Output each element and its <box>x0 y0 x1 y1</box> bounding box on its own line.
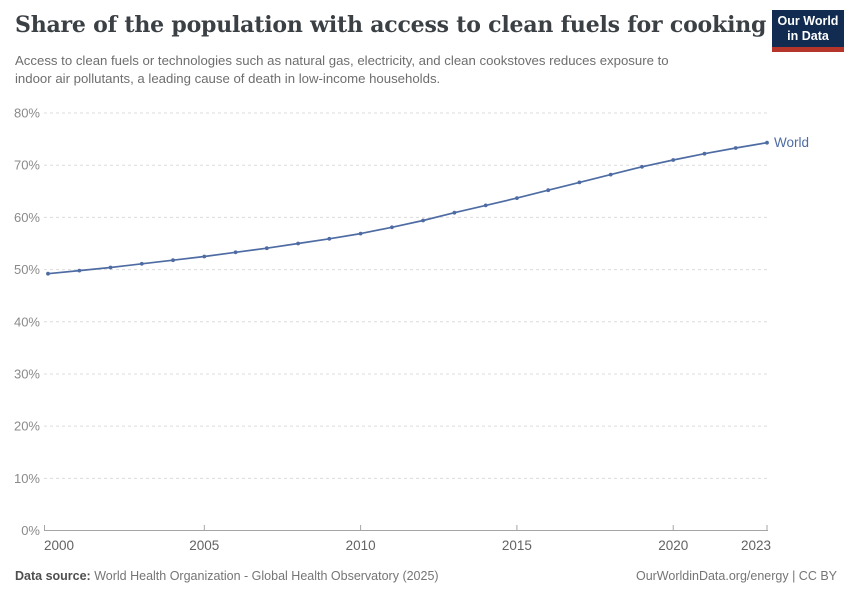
data-point <box>264 246 269 251</box>
subtitle-line-2: indoor air pollutants, a leading cause o… <box>15 71 441 86</box>
subtitle-line-1: Access to clean fuels or technologies su… <box>15 53 669 68</box>
data-point <box>577 180 582 185</box>
footer-link[interactable]: OurWorldinData.org/energy <box>635 569 789 583</box>
data-point <box>640 164 644 169</box>
x-axis-label: 2023 <box>741 538 771 553</box>
y-axis-label: 10% <box>14 471 40 486</box>
page-title: Share of the population with access to c… <box>15 12 767 38</box>
data-point <box>358 231 363 236</box>
y-axis-label: 0% <box>21 523 40 538</box>
footer-license: | CC BY <box>788 569 837 583</box>
y-axis-label: 50% <box>14 262 40 277</box>
data-point <box>77 268 82 273</box>
data-point <box>421 218 425 223</box>
data-point <box>171 258 175 263</box>
data-point <box>483 203 488 208</box>
data-source-label: Data source: <box>15 569 91 583</box>
y-axis-label: 60% <box>14 210 40 225</box>
y-axis-label: 20% <box>14 419 40 434</box>
x-axis-label: 2015 <box>502 538 532 553</box>
data-point <box>139 261 144 266</box>
owid-logo-line-1: Our World <box>777 14 839 28</box>
x-axis-label: 2005 <box>189 538 219 553</box>
y-axis-label: 70% <box>14 158 40 173</box>
data-point <box>296 241 300 246</box>
data-point <box>608 172 613 177</box>
world-line <box>47 141 768 275</box>
data-source-value: World Health Organization - Global Healt… <box>90 569 439 583</box>
data-point <box>515 196 519 201</box>
x-axis-label: 2000 <box>44 538 74 553</box>
x-axis-label: 2010 <box>346 538 376 553</box>
owid-logo[interactable]: Our World in Data <box>772 10 844 52</box>
chart-subtitle: Access to clean fuels or technologies su… <box>15 52 669 88</box>
data-point <box>233 250 238 255</box>
data-point <box>390 225 394 230</box>
y-axis-label: 30% <box>14 366 40 381</box>
data-point <box>46 271 50 276</box>
footer-credit: OurWorldinData.org/energy | CC BY <box>636 569 837 583</box>
x-axis-label: 2020 <box>658 538 688 553</box>
data-point <box>671 158 676 162</box>
data-point <box>202 254 207 259</box>
data-point <box>452 210 457 215</box>
line-end-label: World <box>774 135 809 150</box>
data-point <box>108 265 113 270</box>
y-axis-label: 40% <box>14 314 40 329</box>
data-point <box>765 140 769 145</box>
y-axis-label: 80% <box>14 106 40 121</box>
data-point <box>546 188 551 193</box>
data-point <box>733 146 738 150</box>
data-point <box>702 151 707 156</box>
chart-footer: Data source: World Health Organization -… <box>15 569 837 583</box>
data-point <box>327 236 332 241</box>
owid-logo-line-2: in Data <box>787 29 829 43</box>
